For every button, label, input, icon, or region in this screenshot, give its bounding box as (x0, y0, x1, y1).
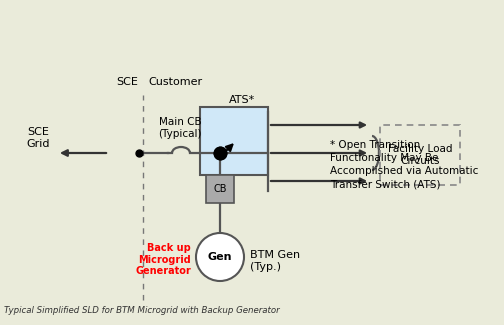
Text: Facility Load
Circuits: Facility Load Circuits (388, 144, 452, 166)
Text: Main CB
(Typical): Main CB (Typical) (158, 117, 202, 139)
Text: CB: CB (213, 184, 227, 194)
Bar (206, 175, 234, 203)
Circle shape (196, 233, 244, 281)
Bar (200, 107, 268, 175)
Text: Back up
Microgrid
Generator: Back up Microgrid Generator (135, 243, 191, 276)
Text: Gen: Gen (208, 252, 232, 262)
Text: SCE
Grid: SCE Grid (26, 127, 50, 149)
Text: Typical Simplified SLD for BTM Microgrid with Backup Generator: Typical Simplified SLD for BTM Microgrid… (4, 306, 280, 315)
Text: ATS*: ATS* (229, 95, 255, 105)
Text: * Open Transition
Functionality May Be
Accomplished via Automatic
Transfer Switc: * Open Transition Functionality May Be A… (330, 140, 478, 189)
Bar (380, 125, 460, 185)
Text: BTM Gen
(Typ.): BTM Gen (Typ.) (250, 250, 300, 272)
Text: SCE: SCE (116, 77, 138, 87)
Text: Customer: Customer (148, 77, 202, 87)
